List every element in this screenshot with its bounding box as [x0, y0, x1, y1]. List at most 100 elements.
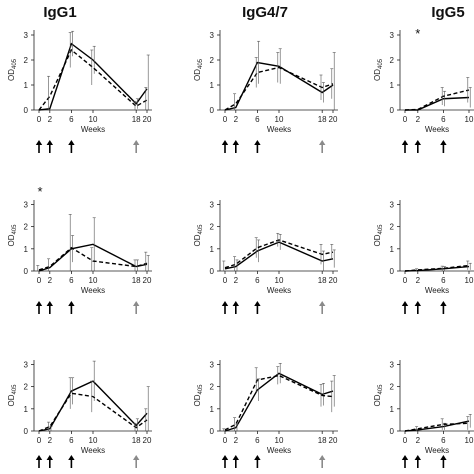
x-axis-label: Weeks: [267, 125, 291, 134]
x-tick-label: 10: [465, 115, 474, 124]
immunization-arrow-head: [440, 301, 447, 306]
immunization-arrow-head: [401, 140, 409, 145]
y-tick-label: 0: [24, 427, 29, 436]
series-line-dashed: [38, 392, 148, 432]
x-tick-label: 6: [255, 115, 260, 124]
x-tick-label: 10: [465, 436, 474, 445]
immunization-arrow-head: [401, 455, 409, 460]
immunization-arrow-head: [414, 301, 421, 306]
y-tick-label: 1: [390, 405, 395, 414]
x-tick-label: 10: [465, 276, 474, 285]
x-tick-label: 2: [416, 436, 421, 445]
x-tick-label: 10: [89, 436, 98, 445]
y-tick-label: 2: [24, 223, 29, 232]
x-tick-label: 20: [329, 276, 338, 285]
series-line-dashed: [224, 239, 334, 269]
x-tick-label: 0: [403, 436, 408, 445]
y-tick-label: 3: [24, 360, 29, 369]
y-tick-label: 3: [210, 200, 215, 209]
immunization-arrow-head: [35, 301, 43, 306]
y-axis-label: OD405: [7, 224, 18, 247]
y-tick-label: 0: [210, 427, 215, 436]
y-tick-label: 2: [210, 56, 215, 65]
immunization-arrow-head: [46, 301, 53, 306]
y-tick-label: 1: [210, 405, 215, 414]
x-tick-label: 18: [318, 436, 327, 445]
x-tick-label: 2: [234, 115, 239, 124]
immunization-arrow-head: [221, 140, 229, 145]
immunization-arrow-head: [254, 301, 261, 306]
series-line-solid: [38, 42, 148, 111]
immunization-arrow-head: [68, 140, 75, 145]
series-line-dashed: [38, 48, 148, 111]
x-tick-label: 0: [37, 276, 42, 285]
column-title-igg4-7: IgG4/7: [242, 4, 288, 21]
x-axis-label: Weeks: [425, 125, 449, 134]
x-tick-label: 6: [441, 276, 446, 285]
y-axis-label: OD405: [373, 58, 384, 81]
x-tick-label: 2: [416, 115, 421, 124]
immunization-arrow-head: [133, 301, 140, 306]
y-tick-label: 3: [210, 31, 215, 40]
x-tick-label: 2: [234, 276, 239, 285]
x-tick-label: 6: [255, 436, 260, 445]
y-tick-label: 1: [210, 245, 215, 254]
immunization-arrow-head: [401, 301, 409, 306]
immunization-arrow-head: [133, 140, 140, 145]
immunization-arrow-head: [68, 455, 75, 460]
y-tick-label: 1: [24, 81, 29, 90]
y-axis-label: OD405: [7, 58, 18, 81]
y-tick-label: 3: [210, 360, 215, 369]
y-tick-label: 0: [24, 267, 29, 276]
immunization-arrow-head: [46, 140, 53, 145]
immunization-arrow-head: [319, 140, 326, 145]
x-tick-label: 20: [143, 436, 152, 445]
series-line-dashed: [224, 374, 334, 431]
y-tick-label: 1: [24, 245, 29, 254]
series-line-dashed: [224, 66, 334, 111]
significance-asterisk: *: [415, 26, 420, 41]
y-tick-label: 3: [24, 31, 29, 40]
x-axis-label: Weeks: [81, 125, 105, 134]
x-tick-label: 0: [37, 436, 42, 445]
y-tick-label: 2: [24, 383, 29, 392]
y-tick-label: 1: [210, 81, 215, 90]
y-axis-label: OD405: [193, 224, 204, 247]
x-tick-label: 10: [275, 115, 284, 124]
x-tick-label: 0: [223, 276, 228, 285]
series-line-dashed: [404, 264, 470, 272]
x-axis-label: Weeks: [425, 286, 449, 295]
series-line-solid: [224, 61, 334, 111]
x-axis-label: Weeks: [425, 446, 449, 455]
x-tick-label: 20: [143, 115, 152, 124]
y-tick-label: 2: [210, 223, 215, 232]
series-line-dashed: [404, 89, 470, 111]
immunization-arrow-head: [221, 301, 229, 306]
x-axis-label: Weeks: [81, 446, 105, 455]
y-axis-label: OD405: [193, 384, 204, 407]
x-tick-label: 0: [37, 115, 42, 124]
x-tick-label: 0: [223, 436, 228, 445]
immunization-arrow-head: [254, 140, 261, 145]
x-tick-label: 6: [69, 276, 74, 285]
immunization-arrow-head: [46, 455, 53, 460]
column-title-igg1: IgG1: [43, 4, 76, 21]
immunization-arrow-head: [414, 140, 421, 145]
immunization-arrow-head: [232, 455, 239, 460]
y-axis-label: OD405: [373, 384, 384, 407]
x-axis-label: Weeks: [267, 446, 291, 455]
x-tick-label: 20: [329, 115, 338, 124]
x-tick-label: 18: [318, 276, 327, 285]
x-tick-label: 2: [48, 276, 53, 285]
y-tick-label: 1: [390, 245, 395, 254]
y-tick-label: 3: [390, 31, 395, 40]
column-title-igg5: IgG5: [431, 4, 464, 21]
x-tick-label: 6: [441, 436, 446, 445]
